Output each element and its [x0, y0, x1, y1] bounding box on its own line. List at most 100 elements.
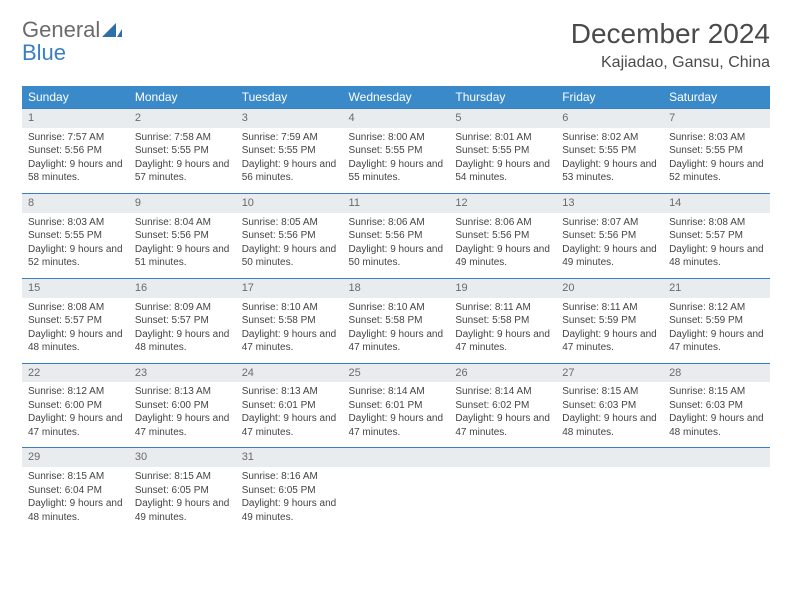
sunrise-line: Sunrise: 7:59 AM — [242, 131, 337, 145]
day-number-empty — [556, 447, 663, 467]
daylight-line: Daylight: 9 hours and 47 minutes. — [455, 328, 550, 355]
sunset-line: Sunset: 5:59 PM — [669, 314, 764, 328]
calendar-cell: 28Sunrise: 8:15 AMSunset: 6:03 PMDayligh… — [663, 363, 770, 448]
calendar-cell: 6Sunrise: 8:02 AMSunset: 5:55 PMDaylight… — [556, 108, 663, 193]
cell-body: Sunrise: 8:14 AMSunset: 6:02 PMDaylight:… — [449, 382, 556, 447]
sunrise-line: Sunrise: 8:01 AM — [455, 131, 550, 145]
cell-body: Sunrise: 8:15 AMSunset: 6:03 PMDaylight:… — [663, 382, 770, 447]
sunrise-line: Sunrise: 8:11 AM — [455, 301, 550, 315]
sunrise-line: Sunrise: 7:58 AM — [135, 131, 230, 145]
calendar-row: 29Sunrise: 8:15 AMSunset: 6:04 PMDayligh… — [22, 447, 770, 532]
calendar-cell: 14Sunrise: 8:08 AMSunset: 5:57 PMDayligh… — [663, 193, 770, 278]
cell-body: Sunrise: 8:14 AMSunset: 6:01 PMDaylight:… — [343, 382, 450, 447]
sunset-line: Sunset: 5:56 PM — [135, 229, 230, 243]
daylight-line: Daylight: 9 hours and 48 minutes. — [28, 328, 123, 355]
cell-body: Sunrise: 8:08 AMSunset: 5:57 PMDaylight:… — [663, 213, 770, 278]
day-number: 23 — [129, 363, 236, 383]
sunset-line: Sunset: 5:56 PM — [455, 229, 550, 243]
cell-body: Sunrise: 8:12 AMSunset: 5:59 PMDaylight:… — [663, 298, 770, 363]
daylight-line: Daylight: 9 hours and 47 minutes. — [135, 412, 230, 439]
cell-body: Sunrise: 8:13 AMSunset: 6:01 PMDaylight:… — [236, 382, 343, 447]
day-number: 21 — [663, 278, 770, 298]
day-number: 8 — [22, 193, 129, 213]
calendar-cell — [663, 447, 770, 532]
sunset-line: Sunset: 5:58 PM — [455, 314, 550, 328]
day-number: 18 — [343, 278, 450, 298]
day-number: 15 — [22, 278, 129, 298]
daylight-line: Daylight: 9 hours and 47 minutes. — [349, 412, 444, 439]
sunrise-line: Sunrise: 8:06 AM — [349, 216, 444, 230]
title-block: December 2024 Kajiadao, Gansu, China — [571, 18, 770, 72]
day-number-empty — [343, 447, 450, 467]
sunset-line: Sunset: 5:56 PM — [562, 229, 657, 243]
calendar-cell: 26Sunrise: 8:14 AMSunset: 6:02 PMDayligh… — [449, 363, 556, 448]
cell-body: Sunrise: 8:04 AMSunset: 5:56 PMDaylight:… — [129, 213, 236, 278]
cell-body: Sunrise: 8:11 AMSunset: 5:59 PMDaylight:… — [556, 298, 663, 363]
cell-body: Sunrise: 8:10 AMSunset: 5:58 PMDaylight:… — [236, 298, 343, 363]
cell-body: Sunrise: 8:06 AMSunset: 5:56 PMDaylight:… — [343, 213, 450, 278]
calendar-cell: 1Sunrise: 7:57 AMSunset: 5:56 PMDaylight… — [22, 108, 129, 193]
cell-body: Sunrise: 8:12 AMSunset: 6:00 PMDaylight:… — [22, 382, 129, 447]
calendar-cell: 24Sunrise: 8:13 AMSunset: 6:01 PMDayligh… — [236, 363, 343, 448]
calendar-row: 15Sunrise: 8:08 AMSunset: 5:57 PMDayligh… — [22, 278, 770, 363]
calendar-cell: 23Sunrise: 8:13 AMSunset: 6:00 PMDayligh… — [129, 363, 236, 448]
daylight-line: Daylight: 9 hours and 53 minutes. — [562, 158, 657, 185]
sunrise-line: Sunrise: 8:09 AM — [135, 301, 230, 315]
calendar-cell: 8Sunrise: 8:03 AMSunset: 5:55 PMDaylight… — [22, 193, 129, 278]
day-number: 26 — [449, 363, 556, 383]
sunset-line: Sunset: 5:56 PM — [28, 144, 123, 158]
calendar-cell: 16Sunrise: 8:09 AMSunset: 5:57 PMDayligh… — [129, 278, 236, 363]
sunrise-line: Sunrise: 8:12 AM — [28, 385, 123, 399]
cell-body: Sunrise: 8:03 AMSunset: 5:55 PMDaylight:… — [22, 213, 129, 278]
cell-body: Sunrise: 7:58 AMSunset: 5:55 PMDaylight:… — [129, 128, 236, 193]
cell-body: Sunrise: 8:15 AMSunset: 6:05 PMDaylight:… — [129, 467, 236, 532]
daylight-line: Daylight: 9 hours and 50 minutes. — [349, 243, 444, 270]
sunrise-line: Sunrise: 8:00 AM — [349, 131, 444, 145]
sunset-line: Sunset: 6:03 PM — [562, 399, 657, 413]
day-number-empty — [449, 447, 556, 467]
sunset-line: Sunset: 5:57 PM — [669, 229, 764, 243]
calendar-cell: 3Sunrise: 7:59 AMSunset: 5:55 PMDaylight… — [236, 108, 343, 193]
cell-body: Sunrise: 8:11 AMSunset: 5:58 PMDaylight:… — [449, 298, 556, 363]
sunset-line: Sunset: 6:00 PM — [28, 399, 123, 413]
day-number: 30 — [129, 447, 236, 467]
calendar-cell: 4Sunrise: 8:00 AMSunset: 5:55 PMDaylight… — [343, 108, 450, 193]
sunset-line: Sunset: 6:01 PM — [349, 399, 444, 413]
daylight-line: Daylight: 9 hours and 48 minutes. — [28, 497, 123, 524]
sunset-line: Sunset: 5:58 PM — [349, 314, 444, 328]
daylight-line: Daylight: 9 hours and 56 minutes. — [242, 158, 337, 185]
col-friday: Friday — [556, 86, 663, 108]
sunset-line: Sunset: 6:04 PM — [28, 484, 123, 498]
sunset-line: Sunset: 6:05 PM — [242, 484, 337, 498]
calendar-cell: 15Sunrise: 8:08 AMSunset: 5:57 PMDayligh… — [22, 278, 129, 363]
day-number: 22 — [22, 363, 129, 383]
col-tuesday: Tuesday — [236, 86, 343, 108]
day-number: 3 — [236, 108, 343, 128]
day-number: 20 — [556, 278, 663, 298]
cell-body: Sunrise: 8:10 AMSunset: 5:58 PMDaylight:… — [343, 298, 450, 363]
cell-body: Sunrise: 8:13 AMSunset: 6:00 PMDaylight:… — [129, 382, 236, 447]
cell-body: Sunrise: 8:01 AMSunset: 5:55 PMDaylight:… — [449, 128, 556, 193]
day-number: 4 — [343, 108, 450, 128]
day-number: 16 — [129, 278, 236, 298]
sunset-line: Sunset: 5:55 PM — [455, 144, 550, 158]
sunrise-line: Sunrise: 8:15 AM — [669, 385, 764, 399]
cell-body: Sunrise: 8:16 AMSunset: 6:05 PMDaylight:… — [236, 467, 343, 532]
sunset-line: Sunset: 6:01 PM — [242, 399, 337, 413]
daylight-line: Daylight: 9 hours and 48 minutes. — [135, 328, 230, 355]
col-saturday: Saturday — [663, 86, 770, 108]
daylight-line: Daylight: 9 hours and 47 minutes. — [455, 412, 550, 439]
daylight-line: Daylight: 9 hours and 52 minutes. — [28, 243, 123, 270]
calendar-cell: 25Sunrise: 8:14 AMSunset: 6:01 PMDayligh… — [343, 363, 450, 448]
daylight-line: Daylight: 9 hours and 48 minutes. — [669, 412, 764, 439]
sunrise-line: Sunrise: 8:04 AM — [135, 216, 230, 230]
sunset-line: Sunset: 6:00 PM — [135, 399, 230, 413]
day-number: 28 — [663, 363, 770, 383]
day-number: 11 — [343, 193, 450, 213]
calendar-row: 22Sunrise: 8:12 AMSunset: 6:00 PMDayligh… — [22, 363, 770, 448]
day-number: 19 — [449, 278, 556, 298]
cell-body: Sunrise: 8:02 AMSunset: 5:55 PMDaylight:… — [556, 128, 663, 193]
daylight-line: Daylight: 9 hours and 47 minutes. — [669, 328, 764, 355]
day-number: 17 — [236, 278, 343, 298]
sunset-line: Sunset: 6:05 PM — [135, 484, 230, 498]
